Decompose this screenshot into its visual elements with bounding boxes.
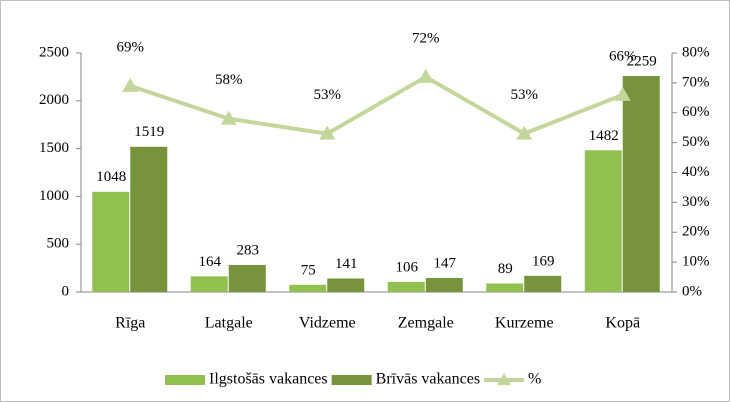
x-tick-label: Rīga bbox=[115, 315, 145, 332]
y-tick-label: 1500 bbox=[39, 140, 69, 156]
bar bbox=[228, 264, 266, 292]
bar bbox=[289, 284, 327, 292]
bar bbox=[92, 191, 130, 292]
bar bbox=[524, 275, 562, 292]
bar-value-label: 164 bbox=[199, 254, 222, 270]
y2-tick-label: 70% bbox=[682, 74, 710, 90]
y-tick-label: 1000 bbox=[39, 188, 69, 204]
y2-tick-label: 0% bbox=[682, 283, 702, 299]
bar-value-label: 106 bbox=[396, 259, 419, 275]
line-value-label: 66% bbox=[609, 48, 637, 64]
bar bbox=[584, 150, 622, 292]
y2-tick-label: 50% bbox=[682, 134, 710, 150]
y2-tick-label: 30% bbox=[682, 194, 710, 210]
y2-tick-label: 60% bbox=[682, 104, 710, 120]
y2-tick-label: 80% bbox=[682, 44, 710, 60]
line-value-label: 69% bbox=[117, 39, 145, 55]
line-marker bbox=[319, 125, 336, 140]
line-value-label: 53% bbox=[511, 87, 539, 103]
y-tick-label: 0 bbox=[62, 283, 70, 299]
legend-label: Brīvās vakances bbox=[376, 371, 480, 388]
legend-marker bbox=[497, 373, 512, 385]
bar bbox=[130, 146, 168, 292]
line-marker bbox=[122, 77, 139, 92]
bar-value-label: 2259 bbox=[627, 53, 657, 69]
bar-value-label: 1048 bbox=[96, 169, 126, 185]
bar-value-label: 141 bbox=[335, 256, 358, 272]
y2-tick-label: 10% bbox=[682, 254, 710, 270]
bar bbox=[622, 76, 660, 292]
legend-label: Ilgstošās vakances bbox=[209, 371, 328, 388]
x-tick-label: Vidzeme bbox=[299, 315, 356, 332]
y-tick-label: 2000 bbox=[39, 92, 69, 108]
line-value-label: 58% bbox=[215, 72, 243, 88]
line-value-label: 53% bbox=[314, 87, 342, 103]
bar-value-label: 283 bbox=[237, 242, 260, 258]
line-marker bbox=[614, 86, 631, 101]
legend-label: % bbox=[528, 371, 541, 388]
bar-value-label: 147 bbox=[434, 255, 457, 271]
line-value-label: 72% bbox=[412, 30, 440, 46]
bar bbox=[425, 277, 463, 292]
bar bbox=[486, 283, 524, 292]
y2-tick-label: 40% bbox=[682, 164, 710, 180]
line-marker bbox=[220, 110, 237, 125]
y-tick-label: 2500 bbox=[39, 44, 69, 60]
line-marker bbox=[417, 68, 434, 83]
y-tick-label: 500 bbox=[47, 236, 70, 252]
bar-value-label: 1519 bbox=[134, 124, 164, 140]
legend-swatch bbox=[331, 375, 372, 385]
bar bbox=[190, 276, 228, 292]
bar bbox=[327, 278, 365, 292]
line-marker bbox=[516, 125, 533, 140]
x-tick-label: Latgale bbox=[205, 315, 253, 332]
x-tick-label: Kopā bbox=[605, 315, 640, 332]
bar bbox=[387, 281, 425, 292]
x-tick-label: Kurzeme bbox=[495, 315, 554, 332]
x-tick-label: Zemgale bbox=[398, 315, 454, 332]
bar-value-label: 169 bbox=[532, 253, 555, 269]
bar-value-label: 75 bbox=[301, 262, 316, 278]
bar-value-label: 89 bbox=[498, 261, 513, 277]
bar-value-label: 1482 bbox=[589, 128, 619, 144]
y2-tick-label: 20% bbox=[682, 224, 710, 240]
legend-swatch bbox=[165, 375, 205, 385]
line bbox=[129, 74, 624, 136]
